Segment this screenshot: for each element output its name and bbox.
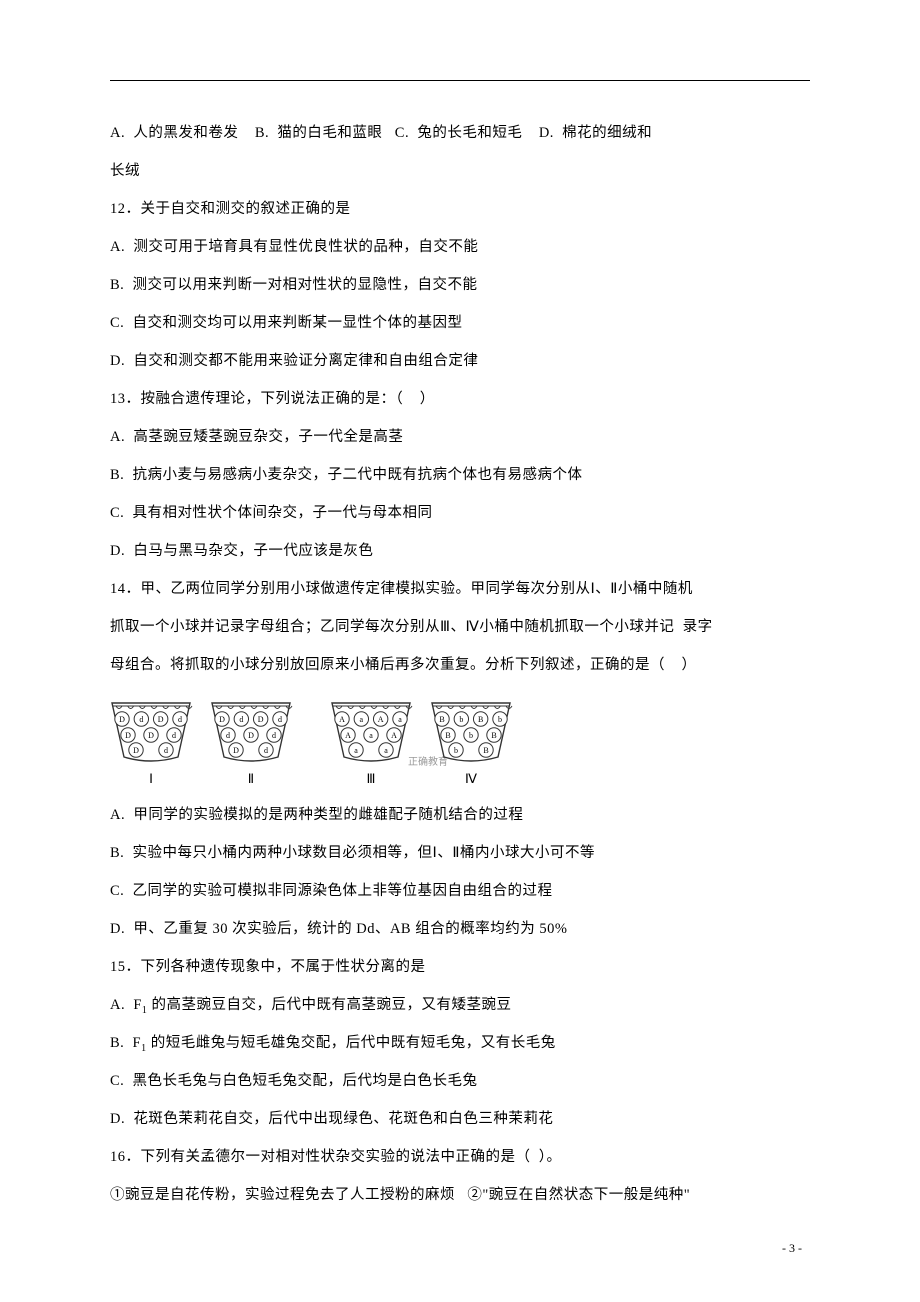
svg-text:d: d — [239, 715, 243, 724]
page-number: - 3 - — [782, 1241, 802, 1256]
svg-text:a: a — [360, 715, 364, 724]
svg-text:D: D — [125, 731, 131, 740]
svg-text:d: d — [264, 746, 268, 755]
q15-b-post: 的短毛雌兔与短毛雄兔交配，后代中既有短毛兔，又有长毛兔 — [147, 1035, 556, 1051]
q14-opt-a: A. 甲同学的实验模拟的是两种类型的雌雄配子随机结合的过程 — [110, 797, 810, 835]
svg-text:b: b — [469, 731, 473, 740]
svg-text:Ⅳ: Ⅳ — [465, 771, 477, 786]
q16-stem: 16．下列有关孟德尔一对相对性状杂交实验的说法中正确的是（ ）。 — [110, 1139, 810, 1177]
q14-stem-1: 14．甲、乙两位同学分别用小球做遗传定律模拟实验。甲同学每次分别从Ⅰ、Ⅱ小桶中随… — [110, 571, 810, 609]
svg-text:b: b — [459, 715, 463, 724]
q14-figure: DdDdDDdDdⅠDdDddDdDdⅡAaAaAaAaaⅢ正确教育BbBbBb… — [110, 695, 810, 791]
q11-opt-b: B. 猫的白毛和蓝眼 — [255, 125, 383, 141]
q13-opt-d: D. 白马与黑马杂交，子一代应该是灰色 — [110, 533, 810, 571]
svg-text:d: d — [164, 746, 168, 755]
svg-text:b: b — [498, 715, 502, 724]
svg-text:b: b — [454, 746, 458, 755]
svg-text:正确教育: 正确教育 — [408, 755, 448, 768]
q15-opt-d: D. 花斑色茉莉花自交，后代中出现绿色、花斑色和白色三种茉莉花 — [110, 1101, 810, 1139]
svg-text:B: B — [478, 715, 483, 724]
q11-opt-c: C. 兔的长毛和短毛 — [395, 125, 523, 141]
svg-text:A: A — [391, 731, 397, 740]
q13-opt-b: B. 抗病小麦与易感病小麦杂交，子二代中既有抗病个体也有易感病个体 — [110, 457, 810, 495]
svg-text:d: d — [278, 715, 282, 724]
q15-a-pre: A. F — [110, 997, 142, 1013]
q15-opt-c: C. 黑色长毛兔与白色短毛兔交配，后代均是白色长毛兔 — [110, 1063, 810, 1101]
q12-opt-b: B. 测交可以用来判断一对相对性状的显隐性，自交不能 — [110, 267, 810, 305]
q12-opt-c: C. 自交和测交均可以用来判断某一显性个体的基因型 — [110, 305, 810, 343]
q11-options-line: A. 人的黑发和卷发 B. 猫的白毛和蓝眼 C. 兔的长毛和短毛 D. 棉花的细… — [110, 115, 810, 153]
svg-text:B: B — [483, 746, 488, 755]
svg-text:a: a — [354, 746, 358, 755]
svg-text:a: a — [369, 731, 373, 740]
svg-text:d: d — [139, 715, 143, 724]
svg-text:d: d — [178, 715, 182, 724]
q13-stem: 13．按融合遗传理论，下列说法正确的是：（ ） — [110, 381, 810, 419]
svg-text:B: B — [445, 731, 450, 740]
svg-text:d: d — [226, 731, 230, 740]
q12-opt-d: D. 自交和测交都不能用来验证分离定律和自由组合定律 — [110, 343, 810, 381]
q11-opt-d-prefix: D. 棉花的细绒和 — [539, 125, 652, 141]
svg-text:a: a — [398, 715, 402, 724]
svg-text:B: B — [491, 731, 496, 740]
svg-text:D: D — [219, 715, 225, 724]
svg-text:A: A — [339, 715, 345, 724]
q14-stem-2: 抓取一个小球并记录字母组合；乙同学每次分别从Ⅲ、Ⅳ小桶中随机抓取一个小球并记 录… — [110, 609, 810, 647]
svg-text:D: D — [158, 715, 164, 724]
q15-opt-a: A. F1 的高茎豌豆自交，后代中既有高茎豌豆，又有矮茎豌豆 — [110, 987, 810, 1025]
q16-line: ①豌豆是自花传粉，实验过程免去了人工授粉的麻烦 ②"豌豆在自然状态下一般是纯种" — [110, 1177, 810, 1215]
svg-text:D: D — [133, 746, 139, 755]
q14-opt-c: C. 乙同学的实验可模拟非同源染色体上非等位基因自由组合的过程 — [110, 873, 810, 911]
svg-text:Ⅲ: Ⅲ — [367, 771, 376, 786]
svg-text:D: D — [258, 715, 264, 724]
q15-b-pre: B. F — [110, 1035, 141, 1051]
svg-text:D: D — [148, 731, 154, 740]
q14-opt-d: D. 甲、乙重复 30 次实验后，统计的 Dd、AB 组合的概率均约为 50% — [110, 911, 810, 949]
svg-text:A: A — [345, 731, 351, 740]
q12-opt-a: A. 测交可用于培育具有显性优良性状的品种，自交不能 — [110, 229, 810, 267]
q11-opt-a: A. 人的黑发和卷发 — [110, 125, 238, 141]
q14-stem-3: 母组合。将抓取的小球分别放回原来小桶后再多次重复。分析下列叙述，正确的是（ ） — [110, 647, 810, 685]
svg-text:Ⅱ: Ⅱ — [248, 771, 254, 786]
buckets-diagram: DdDdDDdDdⅠDdDddDdDdⅡAaAaAaAaaⅢ正确教育BbBbBb… — [110, 695, 530, 791]
q12-stem: 12．关于自交和测交的叙述正确的是 — [110, 191, 810, 229]
q15-a-post: 的高茎豌豆自交，后代中既有高茎豌豆，又有矮茎豌豆 — [147, 997, 511, 1013]
svg-text:Ⅰ: Ⅰ — [149, 771, 153, 786]
svg-text:D: D — [233, 746, 239, 755]
q13-opt-a: A. 高茎豌豆矮茎豌豆杂交，子一代全是高茎 — [110, 419, 810, 457]
q14-opt-b: B. 实验中每只小桶内两种小球数目必须相等，但Ⅰ、Ⅱ桶内小球大小可不等 — [110, 835, 810, 873]
svg-text:a: a — [384, 746, 388, 755]
top-rule — [110, 80, 810, 81]
svg-text:A: A — [378, 715, 384, 724]
svg-text:d: d — [272, 731, 276, 740]
svg-text:d: d — [172, 731, 176, 740]
q15-opt-b: B. F1 的短毛雌兔与短毛雄兔交配，后代中既有短毛兔，又有长毛兔 — [110, 1025, 810, 1063]
svg-text:B: B — [439, 715, 444, 724]
q11-opt-d-cont: 长绒 — [110, 153, 810, 191]
q15-stem: 15．下列各种遗传现象中，不属于性状分离的是 — [110, 949, 810, 987]
svg-text:D: D — [119, 715, 125, 724]
svg-text:D: D — [248, 731, 254, 740]
q13-opt-c: C. 具有相对性状个体间杂交，子一代与母本相同 — [110, 495, 810, 533]
